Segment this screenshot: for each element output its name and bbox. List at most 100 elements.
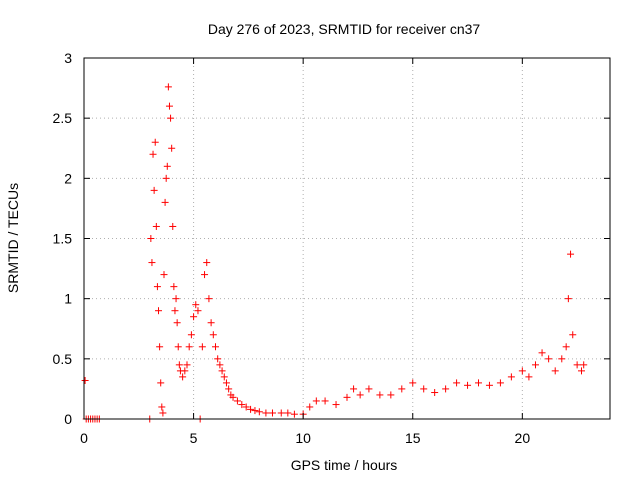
data-point [187,331,195,339]
data-point [81,376,89,384]
ticks [83,57,610,420]
chart-title: Day 276 of 2023, SRMTID for receiver cn3… [208,21,481,37]
x-tick-label: 20 [515,430,531,446]
data-point [156,343,164,351]
data-point [242,403,250,411]
data-point [207,319,215,327]
y-tick-label: 3 [64,50,72,66]
data-point [173,319,181,327]
data-point [464,381,472,389]
data-point [525,373,533,381]
data-point [233,397,241,405]
data-points [81,83,588,423]
data-point [350,385,358,393]
data-point [157,379,165,387]
data-point [181,367,189,375]
data-point [164,83,172,91]
data-point [212,343,219,351]
data-point [190,313,198,321]
data-point [580,361,588,369]
data-point [431,389,439,397]
grid [84,58,610,419]
data-point [475,379,482,387]
data-point [167,114,175,122]
y-tick-label: 0 [64,411,72,427]
data-point [496,379,504,387]
data-point [268,409,276,417]
data-point [179,373,187,381]
data-point [562,343,570,351]
data-point [564,295,572,303]
data-point [262,409,270,417]
data-point [150,186,158,194]
data-point [153,283,161,291]
data-point [332,401,340,409]
data-point [255,408,263,416]
data-point [171,307,179,315]
data-point [160,271,168,279]
data-point [225,385,233,393]
data-point [229,393,237,401]
data-point [194,307,202,315]
data-point [356,391,364,399]
data-point [168,144,176,152]
data-point [192,301,200,309]
data-point [161,198,169,206]
data-point [545,355,553,363]
data-point [409,379,417,387]
data-point [222,379,230,387]
data-point [567,250,575,258]
data-point [507,373,515,381]
data-point [277,409,285,417]
data-point [214,355,222,363]
data-point [174,343,182,351]
data-point [218,367,226,375]
series-SRMTID [81,83,588,423]
data-point [183,361,191,369]
data-point [551,367,559,375]
x-tick-label: 10 [295,430,311,446]
y-tick-label: 1 [64,291,72,307]
data-point [147,235,155,242]
data-point [172,295,180,303]
data-point [198,343,206,351]
data-point [148,259,156,267]
data-point [163,162,171,170]
data-point [284,409,292,417]
data-point [209,331,217,339]
data-point [251,407,259,415]
plot-frame [83,57,611,420]
data-point [453,379,461,387]
data-point [321,397,329,405]
data-point [343,393,351,401]
y-tick-label: 2 [64,170,72,186]
y-axis-label: SRMTID / TECUs [5,183,21,293]
data-point [442,385,450,393]
data-point [159,409,167,417]
data-point [169,222,177,230]
data-point [155,307,163,315]
data-point [420,385,428,393]
x-axis-label: GPS time / hours [291,457,398,473]
x-tick-label: 15 [405,430,421,446]
data-point [238,401,246,409]
x-tick-labels: 0 5 10 15 20 [80,430,530,446]
data-point [306,403,314,411]
data-point [538,349,546,357]
data-point [151,138,159,146]
data-point [170,283,178,291]
data-point [203,259,211,267]
data-point [365,385,373,393]
data-point [201,271,209,279]
data-point [185,343,193,351]
data-point [578,367,586,375]
data-point [569,331,577,339]
data-point [312,397,320,405]
data-point [158,403,166,411]
x-tick-label: 5 [190,430,198,446]
data-point [387,391,395,399]
y-tick-label: 0.5 [53,351,73,367]
x-tick-label: 0 [80,430,88,446]
data-point [152,222,160,230]
